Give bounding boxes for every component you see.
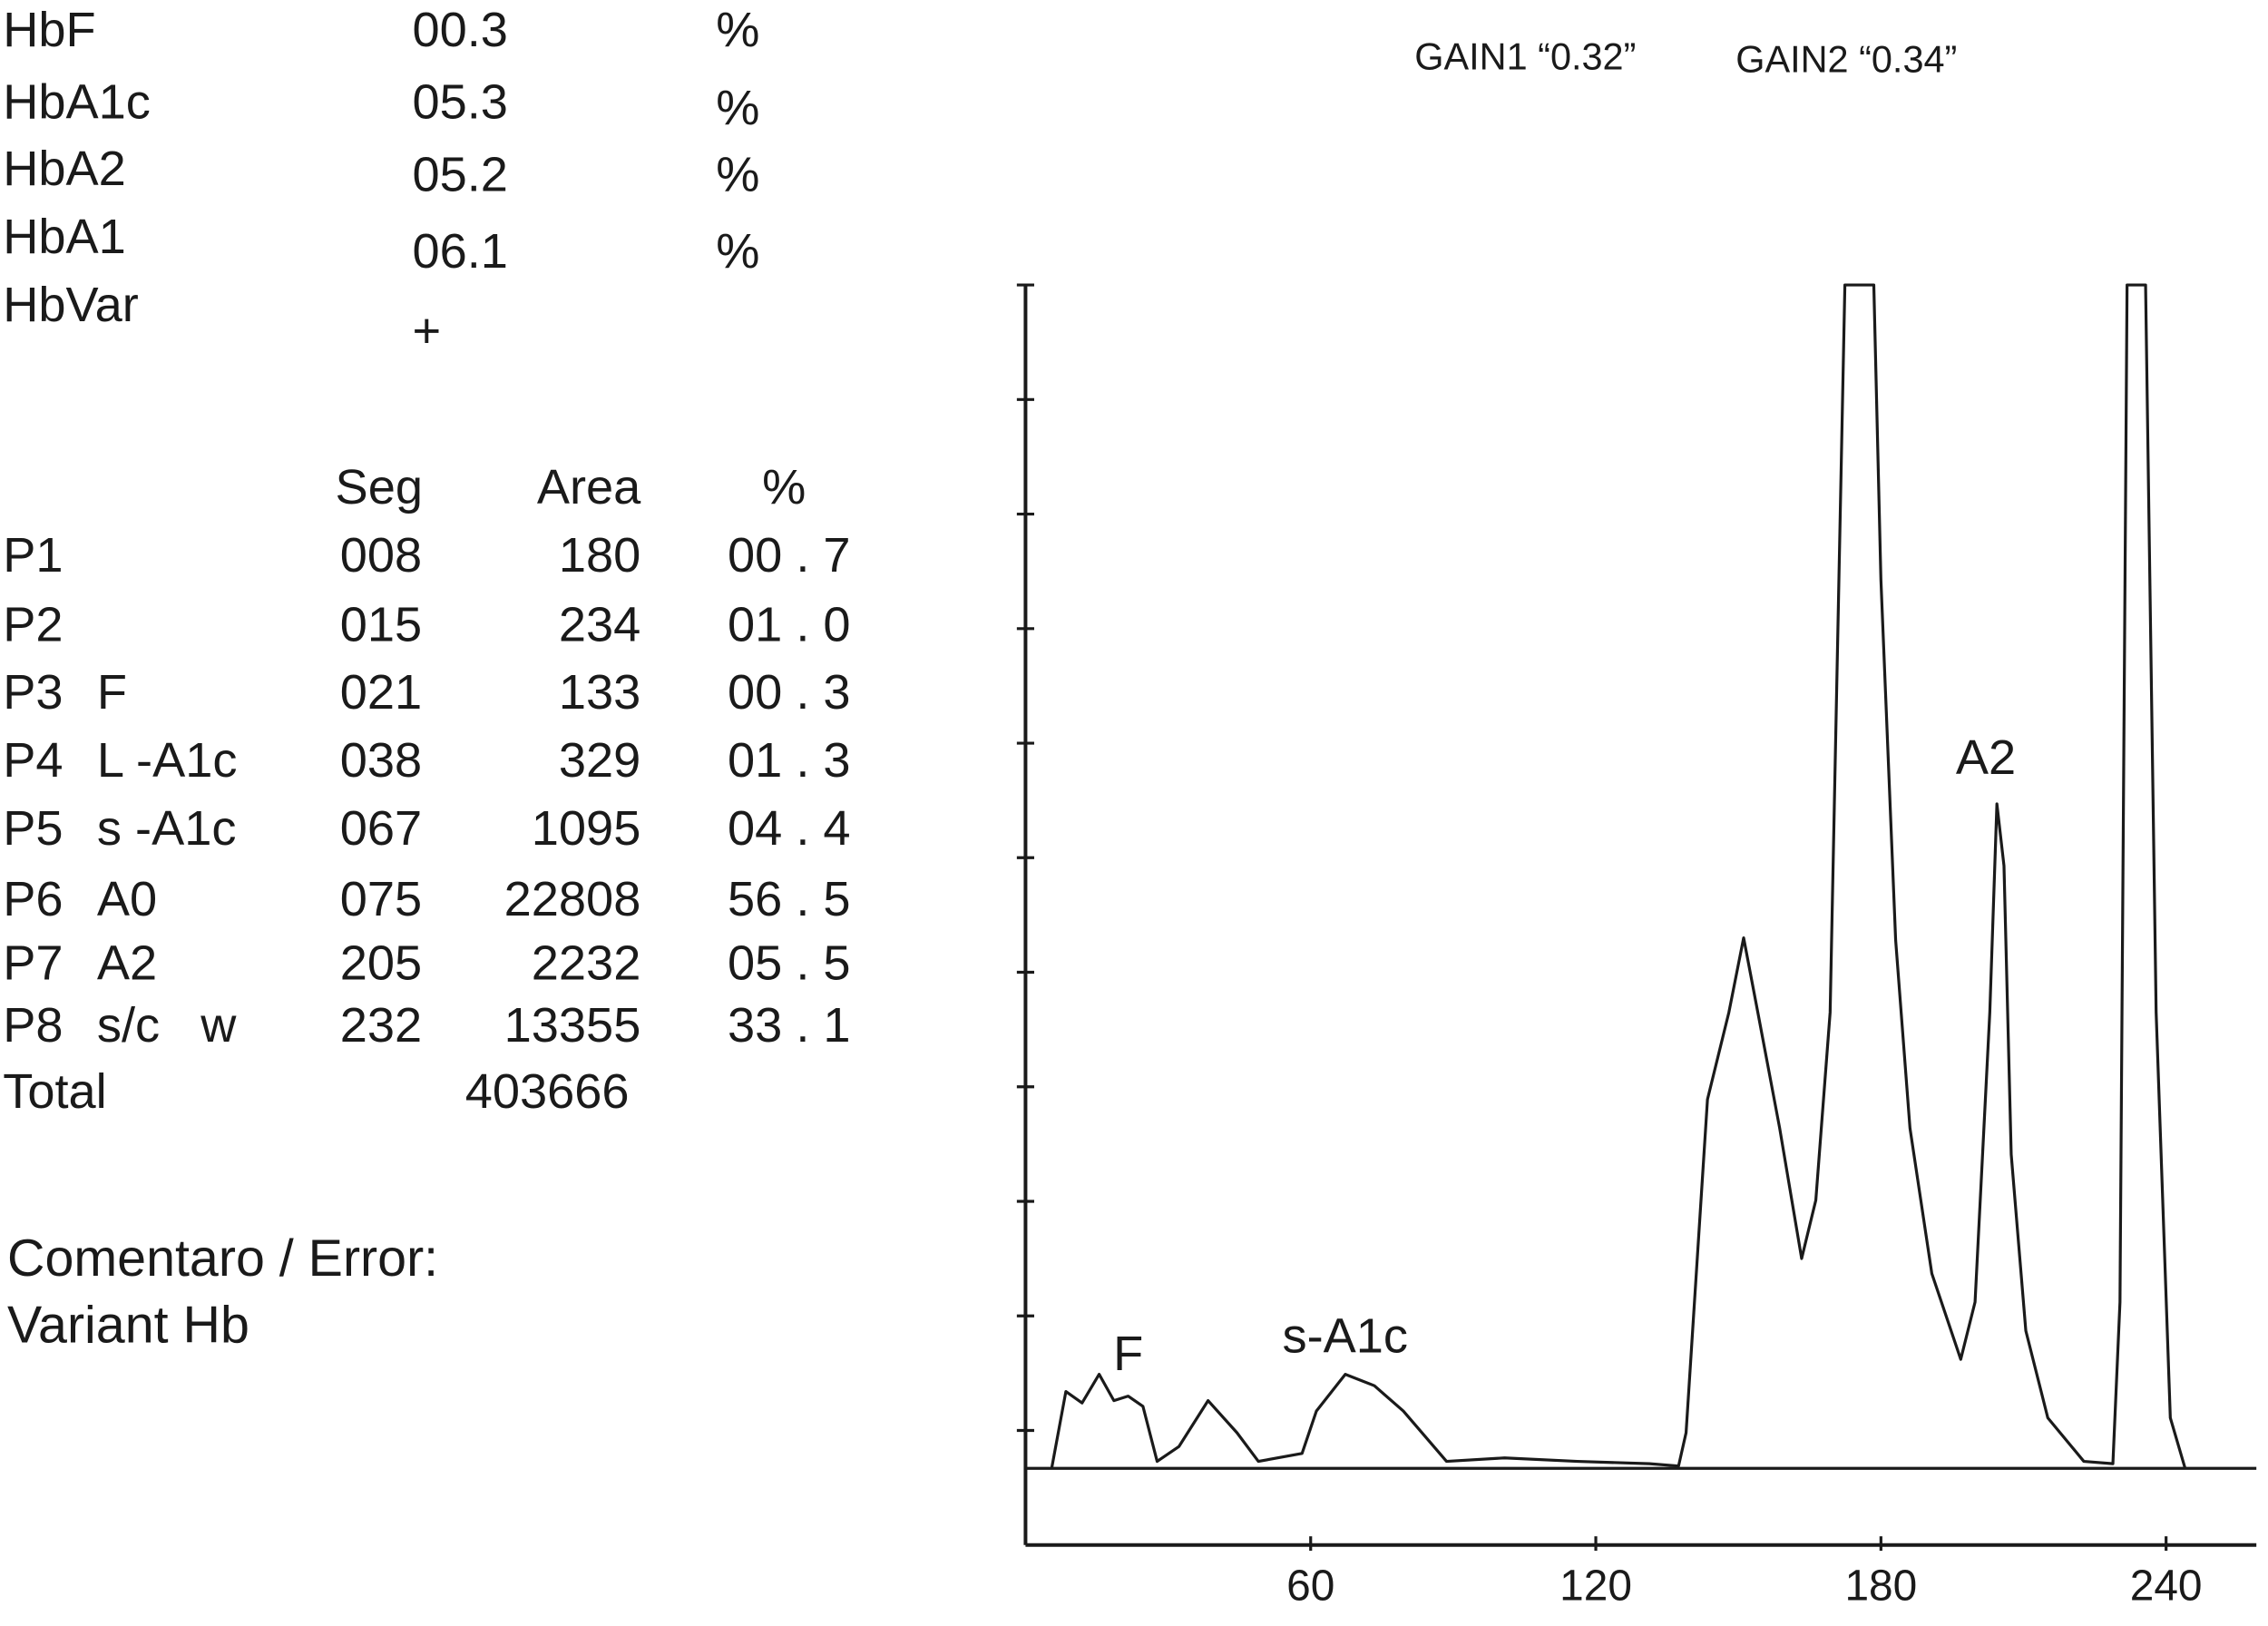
seg: 067 bbox=[340, 801, 422, 856]
area: 1095 bbox=[532, 801, 641, 856]
result-value: + bbox=[412, 304, 441, 358]
peak-name: s/c w bbox=[97, 998, 237, 1053]
area: 329 bbox=[559, 733, 640, 788]
result-unit: % bbox=[716, 81, 759, 135]
result-name: HbA2 bbox=[3, 142, 126, 196]
result-value: 06.1 bbox=[412, 224, 507, 279]
peak-id: P6 bbox=[3, 872, 63, 926]
gain1: GAIN1 “0.32” bbox=[1414, 35, 1636, 78]
x-tick-label: 120 bbox=[1559, 1562, 1632, 1610]
pct: 01 . 0 bbox=[728, 597, 851, 651]
pct: 04 . 4 bbox=[728, 801, 851, 856]
area: 180 bbox=[559, 528, 640, 583]
peak-id: P3 bbox=[3, 665, 63, 720]
col-header: Area bbox=[537, 460, 641, 514]
comment-text: Variant Hb bbox=[7, 1297, 249, 1355]
col-header: % bbox=[762, 460, 806, 514]
area: 2232 bbox=[532, 935, 641, 990]
seg: 232 bbox=[340, 998, 422, 1053]
gain2: GAIN2 “0.34” bbox=[1735, 38, 1957, 81]
pct: 33 . 1 bbox=[728, 998, 851, 1053]
pct: 56 . 5 bbox=[728, 872, 851, 926]
result-value: 05.3 bbox=[412, 75, 507, 130]
pct: 05 . 5 bbox=[728, 935, 851, 990]
seg: 205 bbox=[340, 935, 422, 990]
result-unit: % bbox=[716, 147, 759, 201]
pct: 00 . 7 bbox=[728, 528, 851, 583]
result-name: HbA1 bbox=[3, 210, 126, 264]
peak-id: P5 bbox=[3, 801, 63, 856]
peak-id: P8 bbox=[3, 998, 63, 1053]
seg: 015 bbox=[340, 597, 422, 651]
area: 133 bbox=[559, 665, 640, 720]
result-value: 05.2 bbox=[412, 147, 507, 201]
result-value: 00.3 bbox=[412, 3, 507, 57]
x-tick-label: 60 bbox=[1286, 1562, 1334, 1610]
result-name: HbF bbox=[3, 3, 95, 57]
peak-name: L -A1c bbox=[97, 733, 238, 788]
peak-id: P2 bbox=[3, 597, 63, 651]
total-area: 403666 bbox=[465, 1064, 630, 1119]
peak-id: P7 bbox=[3, 935, 63, 990]
pct: 01 . 3 bbox=[728, 733, 851, 788]
x-tick-label: 240 bbox=[2130, 1562, 2203, 1610]
trace bbox=[1050, 283, 2187, 1469]
seg: 038 bbox=[340, 733, 422, 788]
seg: 021 bbox=[340, 665, 422, 720]
x-tick-label: 180 bbox=[1844, 1562, 1917, 1610]
area: 13355 bbox=[504, 998, 641, 1053]
seg: 075 bbox=[340, 872, 422, 926]
area: 234 bbox=[559, 597, 640, 651]
peak-label: s-A1c bbox=[1283, 1309, 1409, 1364]
peak-name: A2 bbox=[97, 935, 157, 990]
peak-id: P4 bbox=[3, 733, 63, 788]
result-name: HbA1c bbox=[3, 75, 151, 130]
peak-name: F bbox=[97, 665, 127, 720]
peak-id: P1 bbox=[3, 528, 63, 583]
peak-name: A0 bbox=[97, 872, 157, 926]
total-label: Total bbox=[3, 1064, 106, 1119]
peak-label: F bbox=[1113, 1327, 1143, 1381]
peak-name: s -A1c bbox=[97, 801, 237, 856]
seg: 008 bbox=[340, 528, 422, 583]
result-unit: % bbox=[716, 224, 759, 279]
result-name: HbVar bbox=[3, 278, 139, 332]
peak-label: A2 bbox=[1956, 730, 2016, 785]
result-unit: % bbox=[716, 3, 759, 57]
comment-title: Comentaro / Error: bbox=[7, 1229, 438, 1288]
col-header: Seg bbox=[336, 460, 423, 514]
area: 22808 bbox=[504, 872, 641, 926]
pct: 00 . 3 bbox=[728, 665, 851, 720]
